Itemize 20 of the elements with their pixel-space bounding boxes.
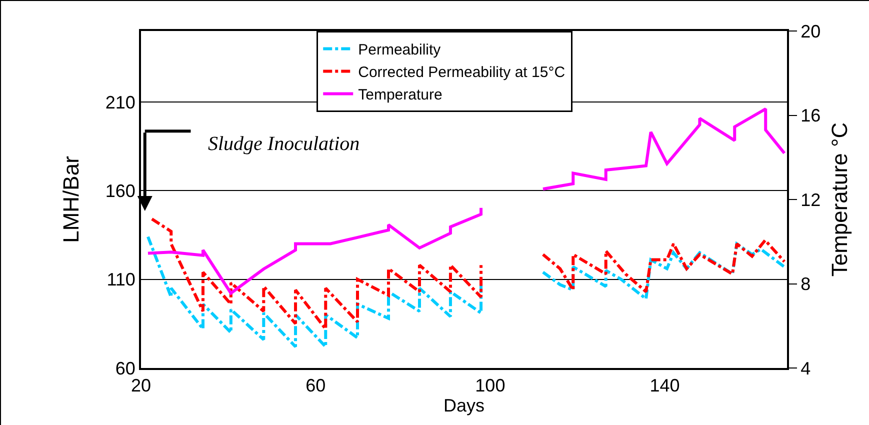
- x-axis-title: Days: [443, 396, 485, 416]
- y2-tick-label: 20: [800, 21, 821, 42]
- y2-tick-label: 16: [800, 106, 821, 126]
- legend-label: Temperature: [358, 86, 442, 104]
- y2-tick-label: 4: [800, 358, 811, 378]
- legend-label: Corrected Permeability at 15°C: [358, 64, 566, 82]
- y-tick-label: 60: [115, 358, 136, 378]
- x-tick-label: 20: [130, 376, 152, 396]
- x-tick-label: 60: [306, 376, 326, 396]
- y-tick-label: 210: [105, 92, 136, 112]
- y2-tick-label: 8: [800, 274, 811, 294]
- x-tick-label: 140: [650, 376, 680, 396]
- y2-tick-label: 12: [800, 190, 821, 210]
- y-tick-label: 110: [106, 270, 136, 290]
- y-tick-label: 160: [105, 180, 136, 201]
- y-axis-title: LMH/Bar: [58, 156, 84, 243]
- annotation: Sludge Inoculation: [208, 133, 360, 155]
- x-tick-label: 100: [475, 376, 506, 396]
- legend-label: Permeability: [358, 42, 442, 59]
- y2-axis-title: Temperature °C: [827, 122, 852, 277]
